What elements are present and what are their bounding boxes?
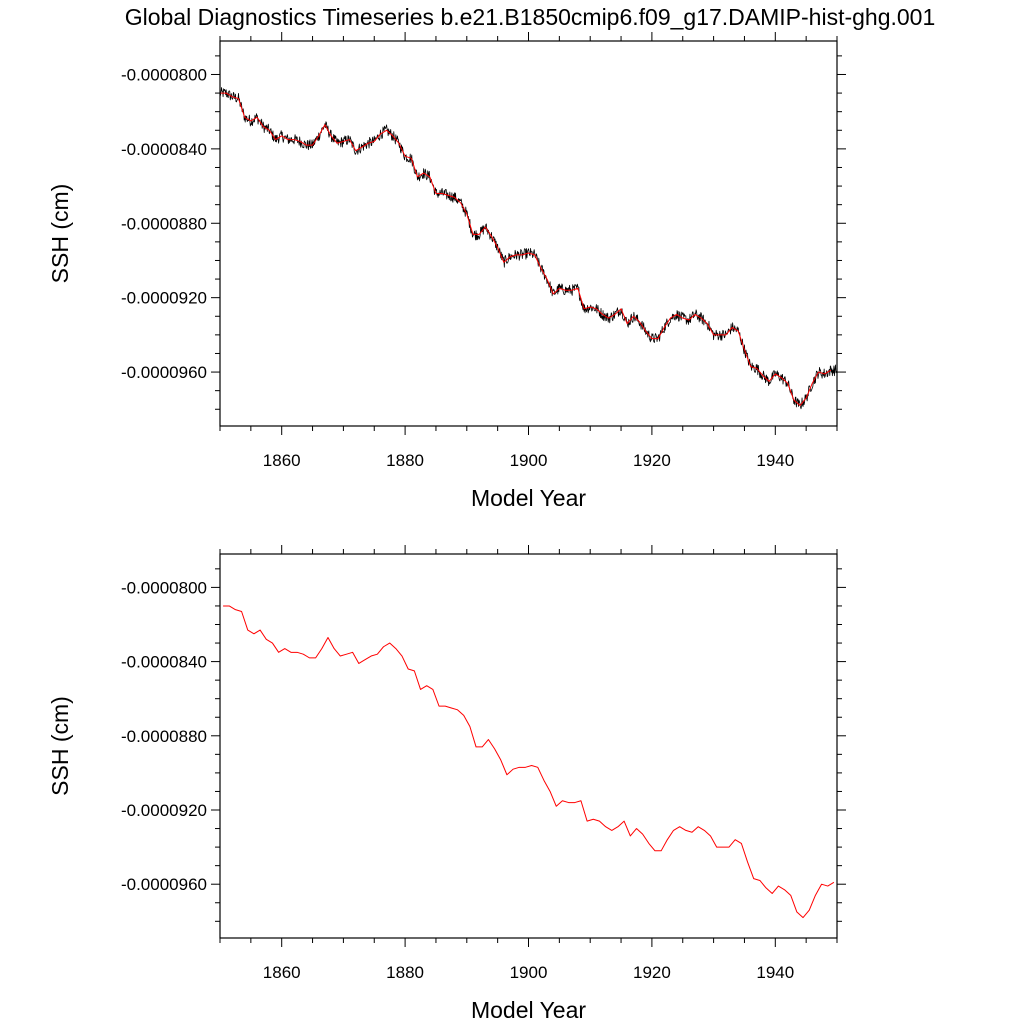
y-tick-label: -0.0000800 <box>121 65 207 84</box>
x-tick-label: 1900 <box>510 963 548 982</box>
x-tick-label: 1920 <box>633 963 671 982</box>
y-tick-label: -0.0000960 <box>121 875 207 894</box>
y-axis-label: SSH (cm) <box>47 184 73 284</box>
series-line-annual <box>223 605 835 919</box>
y-tick-label: -0.0000880 <box>121 727 207 746</box>
y-tick-label: -0.0000840 <box>121 140 207 159</box>
x-axis-label: Model Year <box>471 485 586 511</box>
x-axis-label: Model Year <box>471 997 586 1023</box>
figure-title: Global Diagnostics Timeseries b.e21.B185… <box>125 4 936 30</box>
x-tick-label: 1880 <box>386 451 424 470</box>
chart-panel-2: 1860 1880 1900 1920 1940 -0.0000800 -0.0000840… <box>47 545 846 1023</box>
y-tick-label: -0.0000880 <box>121 214 207 233</box>
x-tick-label: 1920 <box>633 451 671 470</box>
y-axis-label: SSH (cm) <box>47 696 73 796</box>
y-tick-label: -0.0000960 <box>121 363 207 382</box>
panels-group: 1860 1880 1900 1920 1940 -0.0000800 -0.0000840… <box>47 32 846 1023</box>
x-tick-label: 1860 <box>263 963 301 982</box>
chart-panel-1: 1860 1880 1900 1920 1940 -0.0000800 -0.0000840… <box>47 32 846 511</box>
series-line-annual <box>220 92 832 407</box>
x-tick-label: 1940 <box>756 451 794 470</box>
y-tick-label: -0.0000840 <box>121 653 207 672</box>
x-tick-label: 1900 <box>510 451 548 470</box>
y-tick-label: -0.0000800 <box>121 578 207 597</box>
x-tick-label: 1940 <box>756 963 794 982</box>
x-tick-label: 1880 <box>386 963 424 982</box>
x-tick-label: 1860 <box>263 451 301 470</box>
y-tick-label: -0.0000920 <box>121 801 207 820</box>
y-tick-label: -0.0000920 <box>121 289 207 308</box>
